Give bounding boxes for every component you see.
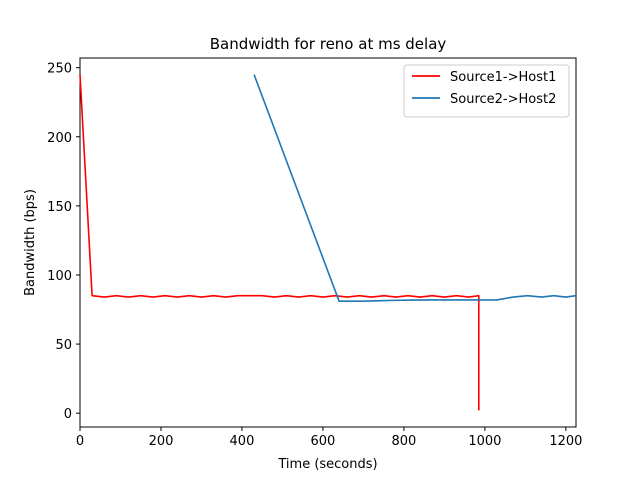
y-tick-label: 200 [47, 131, 72, 146]
x-tick-label: 600 [311, 434, 336, 449]
x-axis-label: Time (seconds) [277, 457, 377, 472]
y-tick-label: 100 [47, 269, 72, 284]
y-axis-ticks: 0 50 100 150 200 250 [47, 62, 80, 422]
series-layer [79, 74, 577, 411]
y-axis-label: Bandwidth (bps) [23, 189, 38, 296]
legend-label: Source1->Host1 [450, 70, 556, 85]
legend-label: Source2->Host2 [450, 92, 556, 107]
legend: Source1->Host1 Source2->Host2 [403, 64, 570, 118]
y-tick-label: 150 [47, 200, 72, 215]
x-tick-label: 800 [392, 434, 417, 449]
x-tick-label: 1200 [549, 434, 582, 449]
x-tick-label: 0 [76, 434, 84, 449]
y-tick-label: 250 [47, 62, 72, 77]
series-line-1 [79, 74, 480, 411]
x-axis-ticks: 0 200 400 600 800 1000 1200 [76, 427, 582, 449]
x-tick-label: 400 [230, 434, 255, 449]
y-tick-label: 50 [55, 338, 72, 353]
plot-area-frame [79, 57, 577, 428]
y-tick-label: 0 [64, 407, 72, 422]
chart-title: Bandwidth for reno at ms delay [210, 35, 447, 53]
x-tick-label: 200 [149, 434, 174, 449]
legend-box [403, 64, 570, 118]
x-tick-label: 1000 [468, 434, 501, 449]
series-line-2 [253, 74, 577, 303]
